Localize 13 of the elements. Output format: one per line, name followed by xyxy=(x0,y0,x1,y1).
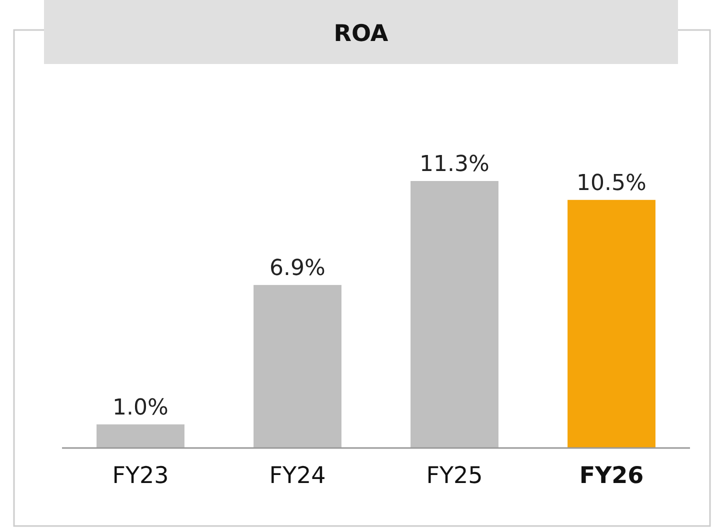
x-tick-label: FY24 xyxy=(269,463,326,489)
data-label: 1.0% xyxy=(112,395,168,420)
bar xyxy=(254,284,342,448)
bar xyxy=(96,424,184,448)
data-label: 6.9% xyxy=(270,256,326,281)
data-label: 11.3% xyxy=(420,152,490,177)
x-tick-label: FY25 xyxy=(426,463,483,489)
bar xyxy=(410,181,498,448)
x-tick-label: FY26 xyxy=(579,463,644,489)
bar xyxy=(568,200,656,448)
chart-title: ROA xyxy=(334,21,388,47)
data-label: 10.5% xyxy=(576,170,646,196)
x-tick-label: FY23 xyxy=(112,463,169,489)
